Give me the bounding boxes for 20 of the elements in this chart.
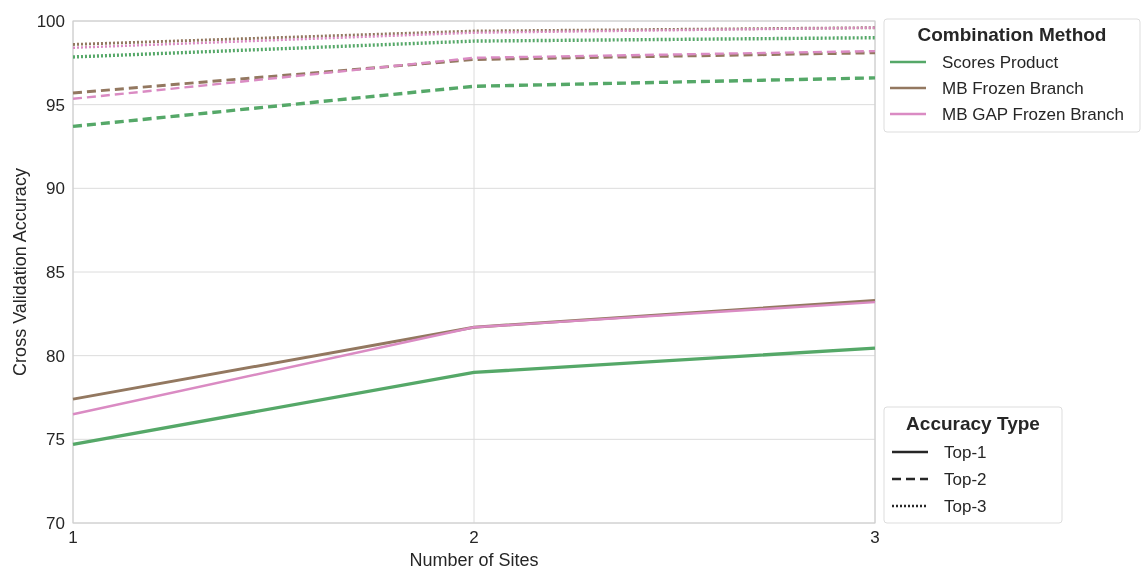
x-tick-label: 2 — [469, 528, 479, 547]
legend-title: Combination Method — [917, 24, 1107, 45]
y-tick-label: 85 — [46, 263, 65, 282]
x-axis-title: Number of Sites — [409, 550, 539, 570]
y-tick-label: 75 — [46, 430, 65, 450]
y-axis-title: Cross Validation Accuracy — [10, 168, 30, 376]
legend-label: Scores Product — [942, 53, 1059, 72]
y-tick-label: 100 — [36, 12, 65, 31]
x-tick-label: 3 — [870, 528, 880, 547]
y-tick-label: 70 — [46, 514, 65, 533]
text: Top-2 — [944, 470, 987, 489]
text: Top-3 — [944, 497, 987, 516]
legend-label: MB GAP Frozen Branch — [942, 105, 1125, 124]
legend-label: MB Frozen Branch — [942, 79, 1084, 98]
y-tick-label: 80 — [46, 346, 65, 366]
x-tick-label: 1 — [68, 528, 78, 547]
text: Accuracy Type — [906, 413, 1040, 434]
y-tick-label: 95 — [46, 95, 65, 115]
text: Top-1 — [944, 443, 987, 462]
y-tick-label: 90 — [46, 179, 65, 199]
